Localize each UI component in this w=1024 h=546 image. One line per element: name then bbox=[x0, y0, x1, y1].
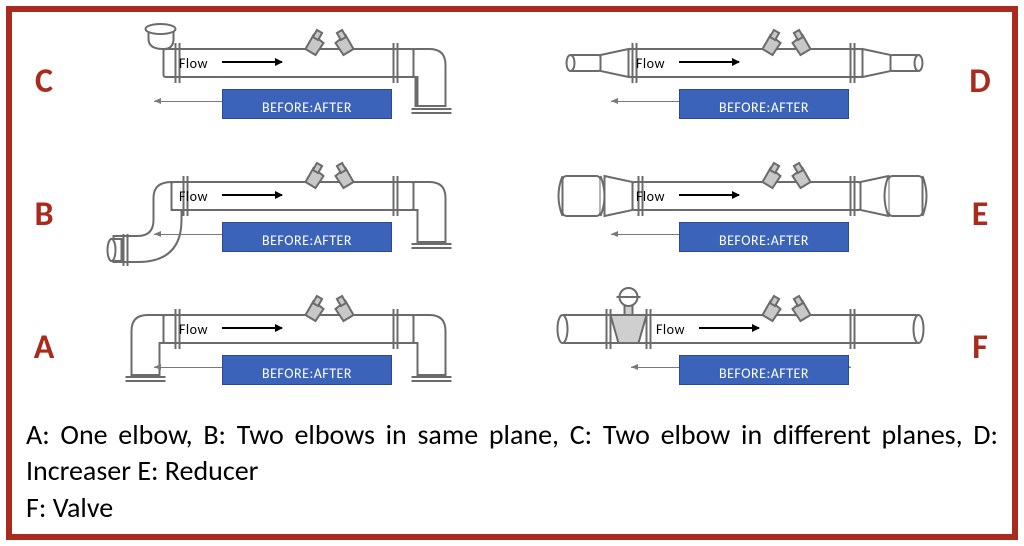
pipe-B-icon bbox=[74, 154, 493, 274]
pipe-F-icon bbox=[531, 287, 950, 407]
flow-arrow-icon bbox=[699, 327, 759, 329]
before-after-badge: BEFORE:AFTER bbox=[679, 89, 849, 119]
flow-arrow-icon bbox=[222, 61, 282, 63]
pipe-C-icon bbox=[74, 21, 493, 141]
before-after-badge: BEFORE:AFTER bbox=[222, 89, 392, 119]
flow-label: Flow bbox=[179, 321, 208, 338]
diagram-B: Flow BEFORE:AFTER bbox=[74, 154, 493, 274]
label-E: E bbox=[954, 194, 1006, 235]
flow-label: Flow bbox=[636, 188, 665, 205]
before-after-badge: BEFORE:AFTER bbox=[679, 355, 849, 385]
label-C: C bbox=[18, 61, 70, 102]
flow-label: Flow bbox=[179, 55, 208, 72]
diagram-grid: C bbox=[18, 18, 1006, 411]
diagram-C: Flow BEFORE:AFTER bbox=[74, 21, 493, 141]
content-area: C bbox=[18, 18, 1006, 528]
pipe-E-icon bbox=[531, 154, 950, 274]
flow-arrow-icon bbox=[679, 61, 739, 63]
label-A: A bbox=[18, 327, 70, 368]
flow-label: Flow bbox=[179, 188, 208, 205]
diagram-F: Flow BEFORE:AFTER bbox=[531, 287, 950, 407]
pipe-A-icon bbox=[74, 287, 493, 407]
flow-label: Flow bbox=[636, 55, 665, 72]
flow-arrow-icon bbox=[679, 194, 739, 196]
label-B: B bbox=[18, 194, 70, 235]
legend-line-2: F: Valve bbox=[26, 490, 998, 526]
before-after-badge: BEFORE:AFTER bbox=[222, 222, 392, 252]
before-after-badge: BEFORE:AFTER bbox=[679, 222, 849, 252]
flow-arrow-icon bbox=[222, 194, 282, 196]
before-after-badge: BEFORE:AFTER bbox=[222, 355, 392, 385]
label-F: F bbox=[954, 327, 1006, 368]
flow-arrow-icon bbox=[222, 327, 282, 329]
diagram-A: Flow BEFORE:AFTER bbox=[74, 287, 493, 407]
diagram-E: Flow BEFORE:AFTER bbox=[531, 154, 950, 274]
legend-text: A: One elbow, B: Two elbows in same plan… bbox=[18, 411, 1006, 528]
pipe-D-icon bbox=[531, 21, 950, 141]
flow-label: Flow bbox=[656, 321, 685, 338]
diagram-D: Flow BEFORE:AFTER bbox=[531, 21, 950, 141]
label-D: D bbox=[954, 61, 1006, 102]
legend-line-1: A: One elbow, B: Two elbows in same plan… bbox=[26, 417, 998, 490]
